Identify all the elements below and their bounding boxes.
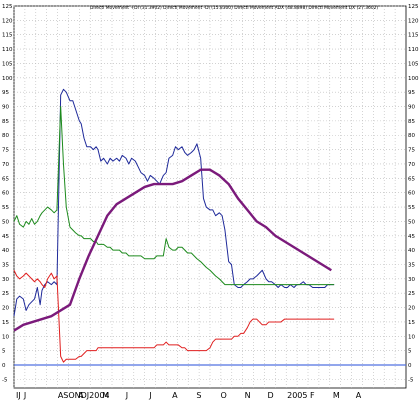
y-tick-label: 120 [408,18,419,24]
y-tick-label: 5 [2,349,6,355]
y-tick-label: 90 [2,105,9,111]
series-line-2 [13,270,335,363]
x-tick-label: ASONDJ2004 [58,391,110,400]
y-tick-label: 115 [408,33,419,39]
y-tick-label: 15 [408,320,415,326]
y-tick-label: 30 [2,277,9,283]
x-tick-label: M [333,391,340,400]
y-tick-label: 50 [2,219,9,225]
y-tick-label: 20 [2,306,9,312]
y-tick-label: 110 [408,47,419,53]
y-tick-label: 75 [408,148,415,154]
y-tick-label: 100 [408,76,419,82]
y-tick-label: 30 [408,277,415,283]
y-tick-label: 25 [408,291,415,297]
x-tick-label: N [245,391,251,400]
y-tick-label: -5 [2,377,8,383]
y-tick-label: 85 [408,119,415,125]
y-tick-label: 90 [408,105,415,111]
x-tick-label: A [172,391,178,400]
x-tick-label: F [310,391,315,400]
y-tick-label: 80 [408,133,415,139]
x-tick-label: S [196,391,201,400]
x-tick-label: J [148,391,151,400]
y-tick-label: 10 [2,334,9,340]
y-tick-label: 70 [2,162,9,168]
y-tick-label: 105 [408,61,419,67]
grid-lines [13,5,406,388]
series-line-3 [13,168,332,332]
y-tick-label: 45 [408,234,415,240]
y-tick-label: 55 [2,205,9,211]
y-tick-label: 60 [408,191,415,197]
x-tick-label: M [102,391,109,400]
y-tick-label: 0 [2,363,6,369]
y-tick-label: 95 [408,90,415,96]
y-tick-label: 80 [2,133,9,139]
y-tick-label: 15 [2,320,9,326]
y-tick-label: 100 [2,76,13,82]
y-tick-label: 65 [2,176,9,182]
series-line-0 [13,88,335,317]
y-tick-label: 40 [408,248,415,254]
y-tick-label: 125 [408,4,419,10]
y-tick-label: 60 [2,191,9,197]
x-tick-label: A [78,391,84,400]
x-tick-label: J [23,391,26,400]
y-tick-label: 35 [2,262,9,268]
x-tick-label: 2005 [287,391,307,400]
y-tick-label: 25 [2,291,9,297]
y-tick-label: 120 [2,18,13,24]
y-tick-label: 45 [2,234,9,240]
y-tick-label: 50 [408,219,415,225]
series-line-1 [13,106,335,286]
y-tick-label: 75 [2,148,9,154]
y-tick-label: 85 [2,119,9,125]
y-tick-label: 40 [2,248,9,254]
y-tick-label: 0 [408,363,412,369]
y-tick-label: -5 [408,377,414,383]
y-tick-label: 125 [2,4,13,10]
y-tick-label: 70 [408,162,415,168]
x-tick-label: J [125,391,128,400]
y-tick-label: 10 [408,334,415,340]
y-tick-label: 95 [2,90,9,96]
y-tick-label: 65 [408,176,415,182]
x-tick-label: A [356,391,362,400]
y-tick-label: 115 [2,33,13,39]
y-tick-label: 35 [408,262,415,268]
y-tick-label: 110 [2,47,13,53]
y-tick-label: 55 [408,205,415,211]
chart-title: Directl Movement +DI (31.3902) Directl M… [90,5,378,11]
x-tick-label: IJ [16,391,21,400]
y-tick-label: 20 [408,306,415,312]
x-tick-label: O [220,391,226,400]
y-tick-label: 105 [2,61,13,67]
y-tick-label: 5 [408,349,412,355]
x-tick-label: D [268,391,274,400]
